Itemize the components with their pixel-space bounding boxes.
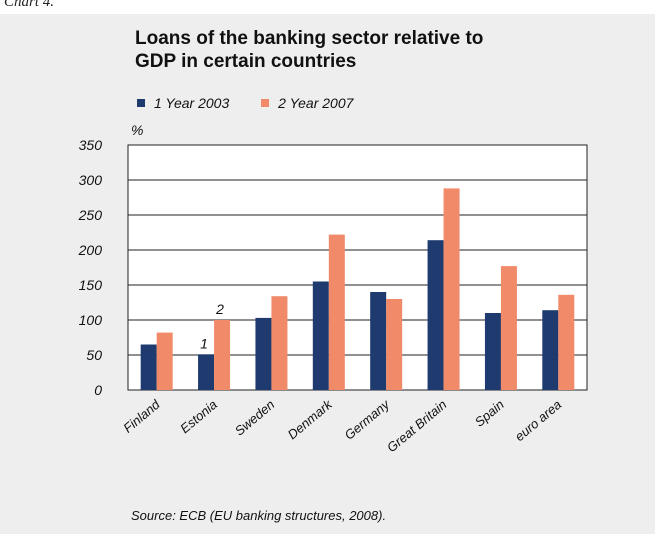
bar-annotation: 2 [215,301,224,317]
y-tick-label: 0 [94,382,102,398]
y-axis-label: % [131,122,143,138]
x-tick-label: Denmark [285,396,336,442]
bar-series-2 [214,320,231,390]
bar-series-1 [255,317,272,390]
y-tick-label: 350 [79,137,103,153]
legend-item-series-2: 2 Year 2007 [261,95,353,111]
legend-label-series-1: 1 Year 2003 [154,95,230,111]
x-tick-label: Spain [472,397,507,430]
x-tick-label: Great Britain [384,397,450,455]
chart-title: Loans of the banking sector relative to … [135,27,483,73]
bar-series-2 [328,234,345,390]
y-tick-label: 250 [78,207,103,223]
y-tick-label: 150 [79,277,103,293]
bar-series-2 [156,332,173,390]
legend-item-series-1: 1 Year 2003 [137,95,229,111]
bar-series-2 [271,296,288,390]
legend-label-series-2: 2 Year 2007 [278,95,354,111]
plot-frame [127,144,588,391]
bar-series-2 [386,299,403,390]
bar-series-2 [500,266,517,390]
chart-title-line-1: Loans of the banking sector relative to [135,28,484,49]
plot-area [128,145,587,390]
chart-source: Source: ECB (EU banking structures, 2008… [131,508,387,523]
x-tick-label: euro area [512,397,564,444]
bar-series-2 [443,188,460,390]
chart-title-line-2: GDP in certain countries [135,51,357,72]
x-tick-label: Finland [120,396,163,435]
legend-swatch-series-1 [137,99,145,107]
x-tick-label: Estonia [177,397,220,436]
chart-caption: Chart 4. [4,0,55,10]
y-tick-label: 100 [79,312,103,328]
bar-series-1 [198,354,215,390]
bar-series-1 [427,240,444,390]
legend-swatch-series-2 [261,99,270,107]
x-tick-label: Sweden [232,397,278,439]
bar-series-1 [484,313,501,390]
y-tick-label: 50 [86,347,102,363]
bar-series-1 [370,292,387,390]
x-tick-label: Germany [342,396,394,443]
y-tick-label: 200 [78,242,103,258]
bar-series-1 [312,281,329,390]
y-tick-label: 300 [79,172,103,188]
chart-legend: 1 Year 2003 2 Year 2007 [137,94,381,111]
bar-series-1 [140,344,157,390]
bar-series-2 [558,294,575,390]
bar-annotation: 1 [200,335,208,351]
bar-series-1 [542,310,559,390]
